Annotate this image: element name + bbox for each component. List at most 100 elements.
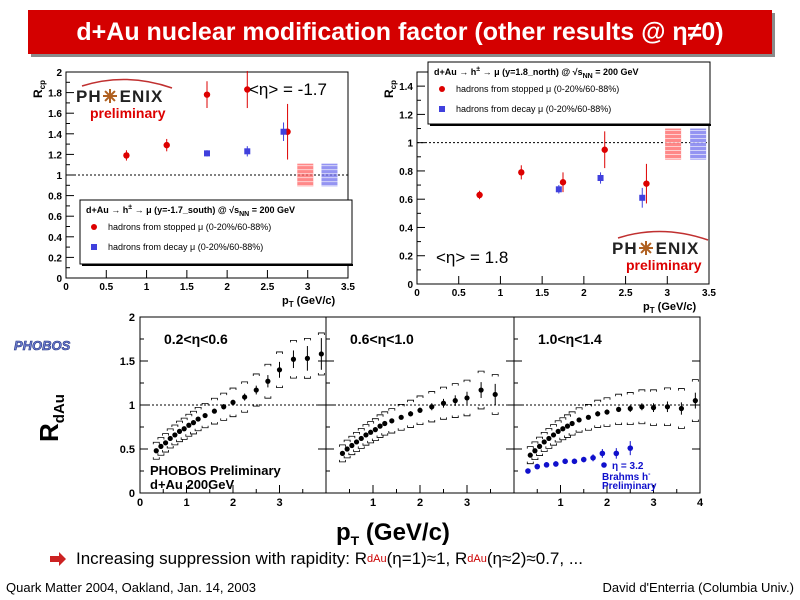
data-point [153,448,159,454]
brahms-data-point [525,468,531,474]
bullet-sub-1: dAu [367,553,387,565]
data-point [429,404,435,410]
data-point [202,412,208,419]
x-tick-label: 3 [464,497,470,509]
x-tick-label: 0 [414,288,420,299]
systematic-bracket [180,417,188,421]
systematic-bracket [353,449,360,452]
systematic-bracket [371,438,379,442]
systematic-bracket [166,428,174,431]
systematic-bracket [416,395,424,398]
data-point [172,432,178,438]
x-tick-label: 2.5 [619,288,633,299]
phobos-chart: PHOBOS RdAu 0 0.5 1 1.5 2 0 1 2 3 0.2<η<0.6 1 2 3 0.6<η… [14,312,704,545]
data-point-stopped [163,141,170,149]
brahms-data-point [590,455,596,461]
systematic-bracket [201,402,209,406]
systematic-bracket [304,338,311,341]
phobos-logo: PHOBOS [14,338,71,353]
x-tick-label: 1.5 [180,282,194,293]
data-point [550,432,557,438]
systematic-bracket [339,459,346,463]
phenix-south-chart: 0 0.2 0.4 0.6 0.8 1 1.2 1.4 1.6 1.8 2 0 0.5 1 1.5 2 2.5 3… [31,64,355,309]
data-point [344,446,350,452]
systematic-bracket [594,399,602,403]
systematic-bracket [568,411,576,414]
data-point [604,409,610,415]
y-tick-label: 0.2 [399,252,413,263]
systematic-bracket [252,404,260,407]
systematic-bracket [491,412,499,415]
x-tick-label: 1 [370,497,376,509]
systematic-bracket [451,415,459,418]
systematic-bracket [264,363,272,367]
legend-header: d+Au → h± → μ (y=1.8_north) @ √sNN = 200… [434,66,639,80]
legend-marker-stopped [439,86,445,92]
data-point-stopped [518,169,525,176]
systematic-bracket [531,457,539,461]
systematic-bracket [241,410,249,413]
systematic-bracket [276,351,283,354]
y-tick-label: 0.6 [399,195,413,206]
slide-title: d+Au nuclear modification factor (other … [76,17,724,46]
y-axis-label: Rcp [31,80,47,98]
data-point [158,443,164,449]
systematic-bracket [290,339,297,343]
brahms-data-point [580,456,587,463]
data-point-stopped [476,191,483,199]
brahms-data-point [627,445,634,451]
systematic-bracket [152,441,160,445]
systematic-bracket [531,441,539,444]
y-tick-label: 1 [129,400,135,412]
brahms-data-point [571,458,578,465]
systematic-bracket [554,420,562,423]
systematic-bracket [564,435,571,438]
systematic-bracket [264,396,272,399]
data-point [546,435,552,442]
brahms-data-point [553,461,559,467]
systematic-bracket [554,440,562,443]
systematic-bracket [477,406,485,410]
phenix-star-icon [645,242,652,249]
data-point [363,432,369,438]
systematic-bracket [650,389,657,392]
systematic-bracket [638,389,646,392]
systematic-bracket [463,379,471,383]
systematic-bracket [540,449,548,452]
eta-range-label: 1.0<η<1.4 [538,331,602,347]
systematic-bracket [376,435,384,438]
systematic-bracket [185,413,193,417]
systematic-bracket [545,446,553,449]
x-tick-label: 1.5 [535,288,549,299]
eta-annotation: <η> = 1.8 [436,248,508,267]
data-point [190,420,197,426]
legend-header: d+Au → h± → μ (y=-1.7_south) @ √sNN = 20… [86,204,295,218]
y-tick-label: 2 [129,312,135,324]
legend-marker-stopped [91,224,97,230]
phenix-arc-icon [81,78,173,89]
data-point-stopped [123,152,130,159]
y-axis-label: Rcp [382,80,398,98]
data-point [492,391,498,398]
systematic-bracket [357,428,365,431]
phenix-logo-text: PH ENIX [612,239,699,258]
systematic-bracket [540,431,548,435]
systematic-bracket [290,376,297,379]
systematic-bracket [550,424,557,427]
data-point-stopped [643,180,650,187]
data-point [372,427,378,433]
x-axis-label: pT (GeV/c) [643,301,697,315]
data-point [595,411,601,417]
data-point [417,407,423,413]
systematic-bracket [550,443,557,446]
y-tick-label: 2 [56,68,62,79]
systematic-bracket [180,437,188,440]
systematic-bracket [603,397,611,400]
brahms-data-point [613,450,620,457]
y-tick-label: 0.2 [48,253,62,264]
data-point-stopped [203,91,211,98]
data-point-decay [597,175,604,181]
systematic-bracket [194,428,202,432]
x-tick-label: 4 [697,497,704,509]
brahms-data-point [599,450,606,457]
